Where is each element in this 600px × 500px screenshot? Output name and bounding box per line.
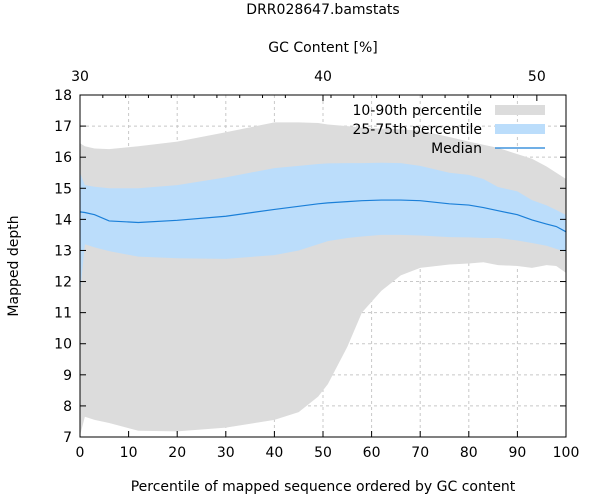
x-tick-label: 0 — [76, 445, 85, 461]
y-tick-label: 16 — [54, 150, 72, 166]
band-25-75-percentile — [80, 162, 566, 294]
y-axis-label: Mapped depth — [6, 215, 22, 316]
x2-tick-label: 40 — [314, 69, 332, 85]
x-tick-label: 70 — [411, 445, 429, 461]
ticks: 0 10 20 30 40 50 60 70 80 90 100 7 8 9 10 11 12 13 14 15 16 1… — [54, 69, 579, 461]
x2-tick-label: 30 — [71, 69, 89, 85]
x2-tick-label: 50 — [528, 69, 546, 85]
y-tick-label: 11 — [54, 306, 72, 322]
y-tick-label: 9 — [63, 368, 72, 384]
chart-title: DRR028647.bamstats — [246, 2, 399, 18]
x-tick-label: 90 — [508, 445, 526, 461]
x-tick-label: 60 — [363, 445, 381, 461]
legend-swatch-p25-75 — [495, 124, 545, 134]
plot-frame — [79, 94, 567, 438]
median-line — [79, 199, 567, 233]
x-tick-label: 20 — [168, 445, 186, 461]
y-tick-label: 12 — [54, 275, 72, 291]
y-tick-label: 10 — [54, 337, 72, 353]
legend: 10-90th percentile 25-75th percentile Medi… — [352, 103, 545, 157]
x-tick-label: 40 — [265, 445, 283, 461]
legend-label: 25-75th percentile — [352, 122, 482, 138]
y-tick-label: 8 — [63, 399, 72, 415]
x-axis-label: Percentile of mapped sequence ordered by… — [131, 479, 516, 495]
legend-swatch-p10-90 — [495, 105, 545, 115]
bands — [79, 122, 567, 436]
x-tick-label: 50 — [314, 445, 332, 461]
y-tick-label: 7 — [63, 430, 72, 446]
y-tick-label: 14 — [54, 212, 72, 228]
y-tick-label: 17 — [54, 119, 72, 135]
legend-label: 10-90th percentile — [352, 103, 482, 119]
x-tick-label: 30 — [217, 445, 235, 461]
y-tick-label: 18 — [54, 88, 72, 104]
legend-label: Median — [431, 141, 482, 157]
x-tick-label: 100 — [553, 445, 580, 461]
x-tick-label: 10 — [120, 445, 138, 461]
x-tick-label: 80 — [460, 445, 478, 461]
y-tick-label: 13 — [54, 243, 72, 259]
y-tick-label: 15 — [54, 181, 72, 197]
x2-axis-label: GC Content [%] — [268, 40, 377, 56]
